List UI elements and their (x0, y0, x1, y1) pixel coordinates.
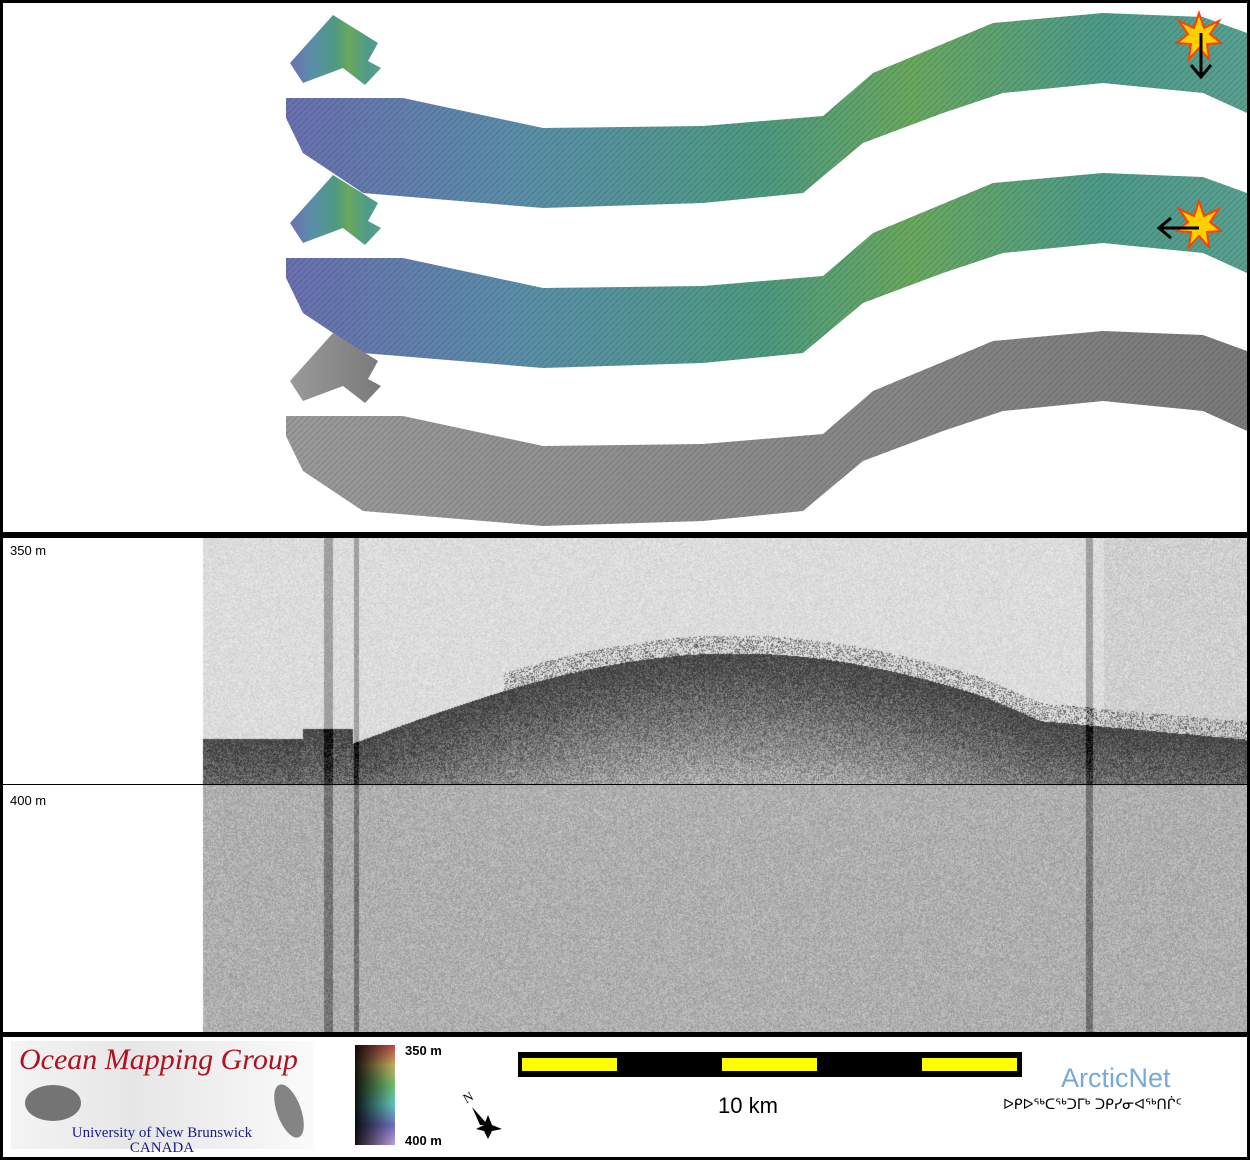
backscatter-swath (286, 331, 1247, 526)
scale-label: 10 km (718, 1093, 778, 1119)
north-arrow-icon: N (458, 1089, 508, 1141)
scale-segment (722, 1058, 817, 1071)
logo-country: CANADA (11, 1140, 313, 1157)
north-label: N (460, 1089, 476, 1106)
ocean-mapping-group-logo: Ocean Mapping Group University of New Br… (11, 1041, 313, 1149)
depth-label-400: 400 m (10, 793, 46, 808)
scale-segment (922, 1058, 1017, 1071)
depth-400m-line (3, 784, 1247, 785)
arcticnet-logo: ArcticNet (1061, 1063, 1171, 1094)
colorbar-top-label: 350 m (405, 1043, 442, 1058)
scale-segment (522, 1058, 617, 1071)
depth-colorbar (355, 1045, 395, 1145)
scale-bar (518, 1052, 1022, 1077)
bathymetry-swath-1-fragment (290, 15, 381, 85)
arcticnet-syllabics: ᐅᑭᐅᖅᑕᖅᑐᒥᒃ ᑐᑭᓯᓂᐊᖅᑎᒌᑦ (1003, 1097, 1182, 1113)
colorbar-bottom-label: 400 m (405, 1133, 442, 1148)
swath-map (3, 3, 1247, 532)
echogram-image (3, 538, 1247, 1032)
echogram-panel: 350 m 400 m (3, 538, 1247, 1032)
swath-map-panel (3, 3, 1247, 532)
legend-panel: Ocean Mapping Group University of New Br… (3, 1037, 1247, 1157)
depth-label-350: 350 m (10, 543, 46, 558)
